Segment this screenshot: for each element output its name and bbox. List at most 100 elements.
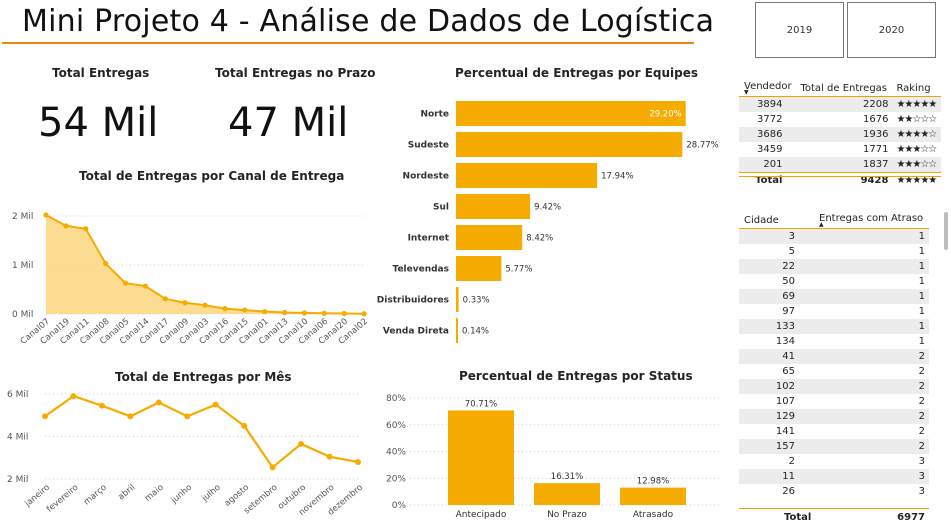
- kpi-entregas-prazo-label: Total Entregas no Prazo: [215, 66, 376, 80]
- raking-stars: ★★★★☆: [896, 129, 937, 140]
- entregas-atraso-cell: 2: [918, 351, 925, 362]
- total-entregas-cell: 1771: [862, 144, 889, 155]
- cidade-table-scrollbar[interactable]: [944, 212, 948, 250]
- bar-category-label: Internet: [408, 234, 450, 244]
- entregas-atraso-cell: 2: [918, 381, 925, 392]
- bar: [456, 287, 459, 312]
- bar-value-label: 28.77%: [686, 141, 718, 151]
- data-point: [122, 280, 129, 286]
- bar-value-label: 9.42%: [534, 203, 561, 213]
- entregas-atraso-cell: 3: [918, 486, 925, 497]
- x-tick-label: junho: [169, 483, 194, 507]
- bar-value-label: 0.33%: [463, 296, 490, 306]
- col-header-cidade[interactable]: Cidade: [744, 214, 779, 226]
- total-entregas-cell: 1837: [862, 159, 889, 170]
- cidade-cell: 50: [782, 276, 795, 287]
- x-tick-label: maio: [143, 483, 166, 504]
- bar: [456, 194, 531, 219]
- cidade-cell: 157: [775, 441, 795, 452]
- bar-value-label: 29.20%: [649, 110, 681, 120]
- data-point: [241, 422, 248, 429]
- table-row[interactable]: 11 3: [739, 469, 929, 484]
- data-point: [98, 402, 105, 409]
- chart-equipes: Norte 29.20% Sudeste 28.77% Nordeste 17.94% Su…: [377, 101, 719, 343]
- data-point: [42, 413, 48, 420]
- entregas-atraso-cell: 1: [918, 276, 925, 287]
- y-tick-label: 2 Mil: [12, 212, 33, 222]
- table-row[interactable]: 133 1: [739, 319, 929, 334]
- total-entregas-cell: 2208: [862, 99, 889, 110]
- entregas-atraso-cell: 3: [918, 456, 925, 467]
- table-row[interactable]: 201 1837 ★★★☆☆: [739, 157, 941, 173]
- total-entregas-cell: 1676: [862, 114, 889, 125]
- cidade-cell: 22: [782, 261, 795, 272]
- entregas-atraso-cell: 2: [918, 411, 925, 422]
- entregas-atraso-cell: 1: [918, 246, 925, 257]
- entregas-atraso-cell: 2: [918, 441, 925, 452]
- table-row[interactable]: 3686 1936 ★★★★☆: [739, 127, 941, 142]
- y-tick-label: 60%: [386, 421, 406, 431]
- table-row[interactable]: 3894 2208 ★★★★★: [739, 96, 941, 112]
- cidade-cell: 26: [782, 486, 795, 497]
- bar: [456, 101, 686, 126]
- bar-category-label: Distribuidores: [377, 296, 449, 306]
- data-point: [184, 413, 191, 420]
- table-row[interactable]: 157 2: [739, 439, 929, 454]
- table-row[interactable]: 22 1: [739, 259, 929, 274]
- vendedor-total-value: 9428: [860, 175, 889, 186]
- table-row[interactable]: 50 1: [739, 274, 929, 289]
- data-point: [269, 464, 276, 471]
- table-row[interactable]: 3772 1676 ★★☆☆☆: [739, 112, 941, 127]
- data-point: [182, 300, 188, 306]
- table-row[interactable]: 107 2: [739, 394, 929, 409]
- bar: [620, 487, 686, 505]
- entregas-atraso-cell: 1: [918, 261, 925, 272]
- bar-category-label: Televendas: [393, 265, 450, 275]
- data-point: [43, 212, 49, 218]
- data-point: [262, 308, 268, 315]
- table-row[interactable]: 41 2: [739, 349, 929, 364]
- y-tick-label: 0 Mil: [12, 310, 33, 320]
- x-tick-label: Antecipado: [456, 510, 507, 520]
- kpi-total-entregas-label: Total Entregas: [52, 66, 150, 80]
- chart-equipes-title: Percentual de Entregas por Equipes: [455, 66, 699, 80]
- table-row[interactable]: 65 2: [739, 364, 929, 379]
- cidade-cell: 141: [775, 426, 795, 437]
- bar: [456, 256, 502, 281]
- data-point: [127, 413, 134, 420]
- year-2019-button[interactable]: 2019: [755, 2, 844, 58]
- raking-stars: ★★☆☆☆: [896, 114, 937, 125]
- entregas-atraso-cell: 2: [918, 396, 925, 407]
- table-row[interactable]: 3459 1771 ★★★☆☆: [739, 142, 941, 157]
- data-point: [281, 309, 288, 316]
- table-row[interactable]: 97 1: [739, 304, 929, 319]
- table-row[interactable]: 129 2: [739, 409, 929, 424]
- x-tick-label: Atrasado: [633, 510, 674, 520]
- col-header-vendedor[interactable]: Vendedor ▼: [739, 80, 796, 97]
- col-header-raking[interactable]: Raking: [896, 82, 931, 94]
- table-row[interactable]: 102 2: [739, 379, 929, 394]
- data-point: [202, 302, 208, 308]
- bar-value-label: 0.14%: [462, 327, 489, 337]
- col-header-total-entregas[interactable]: Total de Entregas: [800, 82, 888, 94]
- y-tick-label: 0%: [392, 501, 407, 511]
- table-row[interactable]: 141 2: [739, 424, 929, 439]
- total-entregas-cell: 1936: [862, 129, 889, 140]
- col-header-entregas-atraso[interactable]: Entregas com Atraso ▲: [815, 212, 929, 229]
- table-row[interactable]: 134 1: [739, 334, 929, 349]
- year-2020-button[interactable]: 2020: [847, 2, 936, 58]
- col-header-vendedor-label: Vendedor: [744, 81, 792, 92]
- data-point: [162, 296, 168, 302]
- x-tick-label: fevereiro: [45, 483, 80, 515]
- table-row[interactable]: 26 3: [739, 484, 929, 499]
- data-point: [301, 310, 307, 316]
- bar-category-label: Sudeste: [408, 141, 449, 151]
- vendedor-total-stars: ★★★★★: [896, 175, 937, 186]
- y-tick-label: 4 Mil: [7, 433, 28, 443]
- table-row[interactable]: 69 1: [739, 289, 929, 304]
- cidade-cell: 129: [775, 411, 795, 422]
- bar: [456, 163, 598, 188]
